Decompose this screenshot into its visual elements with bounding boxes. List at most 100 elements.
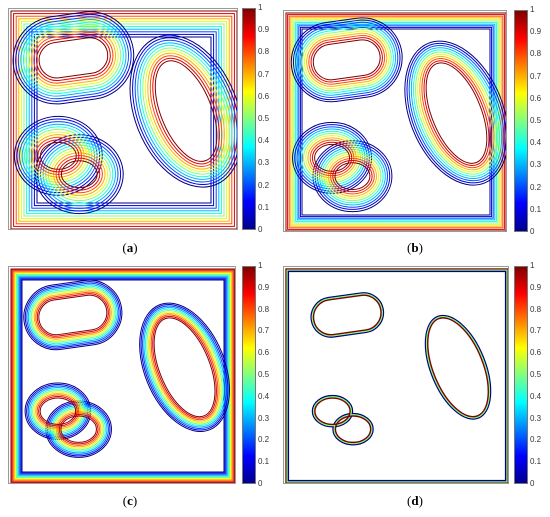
colorbar-ticks-d: 0 0.1 0.2 0.3 0.4 0.5 0.6 0.7 0.8 0.9 1 (530, 262, 550, 488)
kidney-contour (137, 42, 236, 180)
peanut-contour (30, 388, 106, 452)
pill-contour (297, 23, 397, 96)
pill-contour (312, 294, 382, 336)
pill-contour (24, 281, 121, 349)
colorbar-ticks-a: 0 0.1 0.2 0.3 0.4 0.5 0.6 0.7 0.8 0.9 1 (258, 4, 288, 234)
frame-contour (298, 25, 494, 219)
colorbar-tick-label: 0.5 (530, 116, 542, 125)
kidney-contour (424, 314, 492, 420)
frame-contour (18, 276, 228, 476)
pill-contour (20, 19, 127, 97)
colorbar-tick-label: 0.7 (258, 326, 270, 336)
kidney-contour (144, 50, 228, 173)
frame-contour (285, 268, 508, 483)
kidney-contour (406, 42, 506, 184)
kidney-contour (417, 53, 496, 173)
frame-contour (19, 277, 227, 475)
frame-contour (20, 278, 226, 474)
kidney-contour (147, 311, 222, 424)
pill-contour (299, 26, 394, 94)
kidney-contour (427, 317, 489, 418)
kidney-contour (421, 58, 492, 169)
colorbar-tick-label: 0.6 (530, 348, 542, 358)
colorbar-tick-label: 0.1 (530, 204, 542, 214)
colorbar-tick-label: 0.6 (258, 91, 270, 101)
kidney-contour (149, 55, 223, 168)
colorbar-tick-label: 0.8 (530, 304, 542, 314)
pill-contour (36, 293, 109, 337)
peanut-contour (39, 141, 98, 189)
kidney-contour (149, 312, 220, 422)
colorbar-d (514, 266, 528, 484)
colorbar-tick-label: 0.2 (258, 180, 270, 190)
peanut-contour (309, 139, 375, 195)
kidney-contour (404, 40, 506, 186)
colorbar-tick-label: 0.5 (258, 370, 270, 379)
colorbar-tick-label: 0.8 (258, 47, 270, 57)
pill-contour (295, 21, 399, 98)
peanut-contour (311, 141, 373, 193)
contour-svg-d (285, 268, 508, 483)
colorbar-tick-label: 0.7 (530, 71, 542, 81)
pill-contour (26, 282, 120, 348)
caption-c: (c) (122, 493, 138, 508)
frame-contour (285, 12, 506, 231)
colorbar-tick-label: 0.4 (258, 391, 270, 401)
colorbar-tick-label: 0.5 (258, 114, 270, 123)
peanut-contour (38, 396, 99, 445)
contour-plot-a (8, 8, 238, 230)
colorbar-tick-label: 0.1 (530, 457, 542, 467)
contour-plot-d (283, 266, 509, 484)
kidney-contour (412, 49, 501, 177)
frame-contour (10, 268, 235, 483)
colorbar-tick-label: 0.7 (530, 326, 542, 336)
colorbar-tick-label: 0.3 (258, 413, 270, 423)
colorbar-tick-label: 0.2 (530, 435, 542, 445)
kidney-contour (142, 47, 230, 175)
frame-contour (290, 17, 502, 227)
kidney-contour (140, 304, 229, 431)
kidney-contour (139, 44, 233, 178)
peanut-contour (37, 139, 101, 191)
colorbar-tick-label: 1 (258, 3, 263, 12)
peanut-contour (16, 118, 122, 212)
pill-contour (23, 279, 123, 351)
colorbar-tick-label: 0.9 (530, 282, 542, 292)
peanut-contour (39, 397, 97, 443)
pill-contour (38, 294, 108, 336)
colorbar-c (242, 266, 256, 484)
kidney-contour (143, 307, 226, 428)
colorbar-tick-label: 0.7 (258, 69, 270, 79)
pill-contour (301, 28, 392, 92)
pill-contour (17, 16, 130, 100)
peanut-contour (311, 394, 374, 446)
peanut-contour (314, 397, 372, 444)
kidney-contour (147, 52, 225, 170)
colorbar-tick-label: 0.3 (530, 160, 542, 170)
frame-contour (14, 272, 232, 480)
kidney-contour (132, 37, 237, 186)
kidney-contour (410, 47, 503, 180)
colorbar-tick-label: 0.9 (258, 282, 270, 292)
kidney-contour (152, 315, 217, 419)
pill-contour (310, 37, 383, 83)
pill-contour (311, 293, 383, 337)
kidney-contour (425, 316, 491, 419)
frame-contour (17, 275, 229, 477)
colorbar-tick-label: 0.8 (258, 304, 270, 314)
pill-contour (35, 291, 111, 339)
kidney-contour (408, 45, 505, 182)
colorbar-b (514, 10, 528, 232)
kidney-contour (139, 302, 230, 432)
colorbar-tick-label: 0.4 (530, 391, 542, 401)
caption-d: (d) (407, 493, 423, 508)
peanut-contour (29, 131, 109, 199)
peanut-contour (312, 396, 373, 445)
frame-contour (15, 15, 233, 225)
frame-contour (301, 28, 491, 216)
colorbar-tick-label: 0.3 (258, 158, 270, 168)
frame-contour (28, 28, 220, 212)
kidney-contour (129, 34, 237, 188)
colorbar-tick-label: 1 (530, 5, 535, 14)
peanut-contour (36, 394, 100, 446)
